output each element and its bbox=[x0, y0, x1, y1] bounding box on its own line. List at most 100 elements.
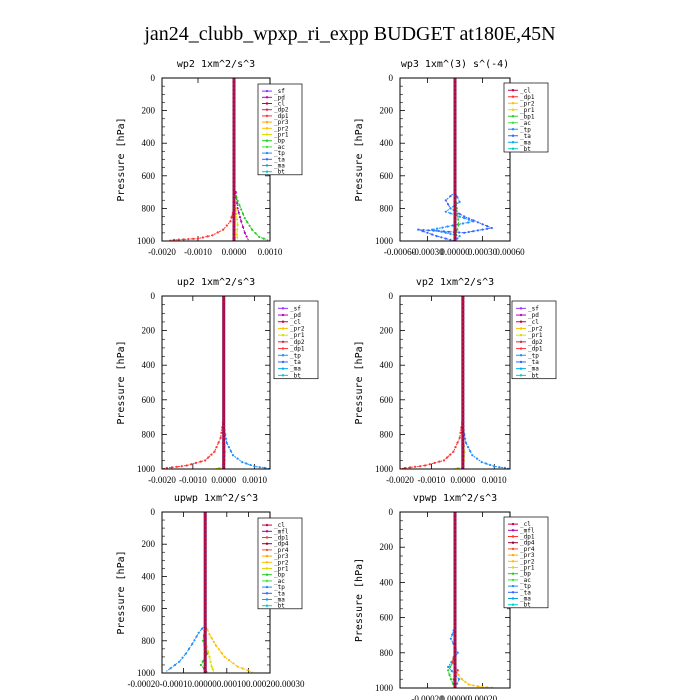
x-tick-label: -0.0010 bbox=[418, 475, 446, 485]
panel-6: vpwp 1xm^2/s^3 Pressure [hPa] 0 200 400 600 80… bbox=[354, 493, 549, 700]
zero-profile-marker bbox=[203, 596, 207, 600]
legend-marker bbox=[265, 89, 269, 93]
zero-profile-marker bbox=[222, 308, 226, 312]
zero-profile-marker bbox=[461, 464, 465, 468]
series-marker bbox=[421, 230, 424, 233]
series-line-_dp1 bbox=[162, 417, 225, 469]
legend-marker bbox=[511, 115, 515, 118]
series-marker bbox=[187, 647, 191, 651]
zero-profile-marker bbox=[453, 130, 457, 134]
x-tick-label: 0.00000 bbox=[440, 247, 470, 257]
legend-marker bbox=[519, 354, 523, 357]
zero-profile-marker bbox=[453, 170, 457, 174]
legend-marker bbox=[281, 347, 285, 350]
legend: _cl_mfl_dp1_dp4_pr4_pr3_pr2_pr1_bp_ac_tp… bbox=[257, 517, 303, 610]
series-marker bbox=[197, 631, 200, 634]
zero-profile-marker bbox=[453, 230, 457, 234]
zero-profile-marker bbox=[203, 648, 207, 652]
legend-label: _ma bbox=[274, 163, 285, 170]
series-marker bbox=[236, 199, 239, 202]
zero-profile-marker bbox=[203, 636, 207, 640]
zero-profile-marker bbox=[453, 98, 457, 102]
legend-label: _cl bbox=[290, 319, 301, 326]
zero-profile-marker bbox=[232, 90, 236, 94]
series-marker bbox=[258, 235, 261, 238]
zero-profile-marker bbox=[232, 110, 236, 114]
series-marker bbox=[441, 226, 444, 229]
series-marker bbox=[447, 669, 450, 672]
zero-profile-marker bbox=[453, 214, 457, 218]
legend-marker bbox=[281, 333, 285, 337]
legend-marker bbox=[265, 567, 269, 570]
zero-profile-marker bbox=[232, 202, 236, 206]
series-marker bbox=[207, 456, 210, 459]
legend-marker bbox=[265, 164, 269, 167]
series-marker bbox=[440, 236, 443, 239]
x-tick-label: 0.0010 bbox=[482, 475, 507, 485]
series-marker bbox=[206, 652, 209, 655]
legend-label: _pr1 bbox=[290, 332, 305, 339]
legend-marker bbox=[265, 114, 269, 118]
y-tick-label: 400 bbox=[380, 360, 394, 370]
series-marker bbox=[190, 463, 193, 466]
zero-profile-marker bbox=[232, 222, 236, 226]
legend-label: _dp1 bbox=[274, 113, 289, 120]
legend-marker bbox=[265, 585, 269, 589]
zero-profile-marker bbox=[222, 300, 226, 304]
y-tick-label: 0 bbox=[389, 291, 394, 301]
series-marker bbox=[449, 195, 452, 198]
series-marker bbox=[467, 683, 470, 686]
series-marker bbox=[464, 441, 468, 445]
y-tick-label: 0 bbox=[389, 73, 394, 83]
zero-profile-marker bbox=[222, 392, 226, 396]
series-marker bbox=[235, 212, 238, 215]
series-marker bbox=[201, 639, 205, 642]
series-marker bbox=[457, 223, 460, 226]
zero-profile-marker bbox=[453, 636, 457, 640]
series-marker bbox=[456, 669, 459, 672]
legend-label: _mfl bbox=[520, 527, 535, 534]
series-group bbox=[400, 296, 510, 469]
plot-frame bbox=[399, 295, 511, 470]
y-tick-label: 600 bbox=[380, 171, 394, 181]
legend-label: _ac bbox=[274, 144, 285, 151]
y-tick-label: 400 bbox=[380, 138, 394, 148]
zero-profile-marker bbox=[453, 612, 457, 616]
y-tick-label: 800 bbox=[380, 203, 394, 213]
zero-profile-marker bbox=[461, 436, 465, 440]
series-marker bbox=[250, 228, 254, 231]
legend-marker bbox=[265, 542, 269, 545]
series-marker bbox=[185, 464, 188, 467]
series-marker bbox=[240, 220, 243, 223]
panel-3: up2 1xm^2/s^3 Pressure [hPa] 0 200 400 600 800… bbox=[116, 277, 319, 485]
series-line-_pr1 bbox=[453, 434, 465, 469]
legend-marker bbox=[519, 360, 523, 364]
legend-label: _pr3 bbox=[274, 553, 289, 560]
legend-label: _bt bbox=[520, 602, 531, 609]
zero-profile-marker bbox=[232, 182, 236, 186]
series-marker bbox=[229, 450, 232, 453]
legend-label: _tp bbox=[274, 584, 285, 591]
zero-profile-marker bbox=[203, 560, 207, 564]
series-marker bbox=[187, 238, 190, 241]
zero-profile-marker bbox=[461, 432, 465, 436]
zero-profile-marker bbox=[461, 448, 465, 452]
zero-profile-marker bbox=[203, 644, 207, 648]
series-line-_tp bbox=[223, 425, 270, 469]
plot-frame bbox=[161, 295, 271, 470]
zero-profile-marker bbox=[461, 392, 465, 396]
zero-profile-marker bbox=[222, 400, 226, 404]
zero-profile-marker bbox=[453, 656, 457, 660]
series-marker bbox=[243, 217, 246, 220]
series-marker bbox=[481, 223, 484, 226]
legend-marker bbox=[511, 591, 515, 594]
series-marker bbox=[199, 663, 202, 667]
zero-profile-marker bbox=[461, 300, 465, 304]
y-tick-label: 600 bbox=[142, 171, 156, 181]
zero-profile-marker bbox=[222, 464, 226, 468]
series-marker bbox=[449, 238, 452, 241]
x-tick-label: 0.0000 bbox=[211, 475, 236, 485]
legend-marker bbox=[265, 120, 269, 124]
legend-label: _tp bbox=[520, 126, 531, 133]
series-marker bbox=[458, 212, 461, 215]
